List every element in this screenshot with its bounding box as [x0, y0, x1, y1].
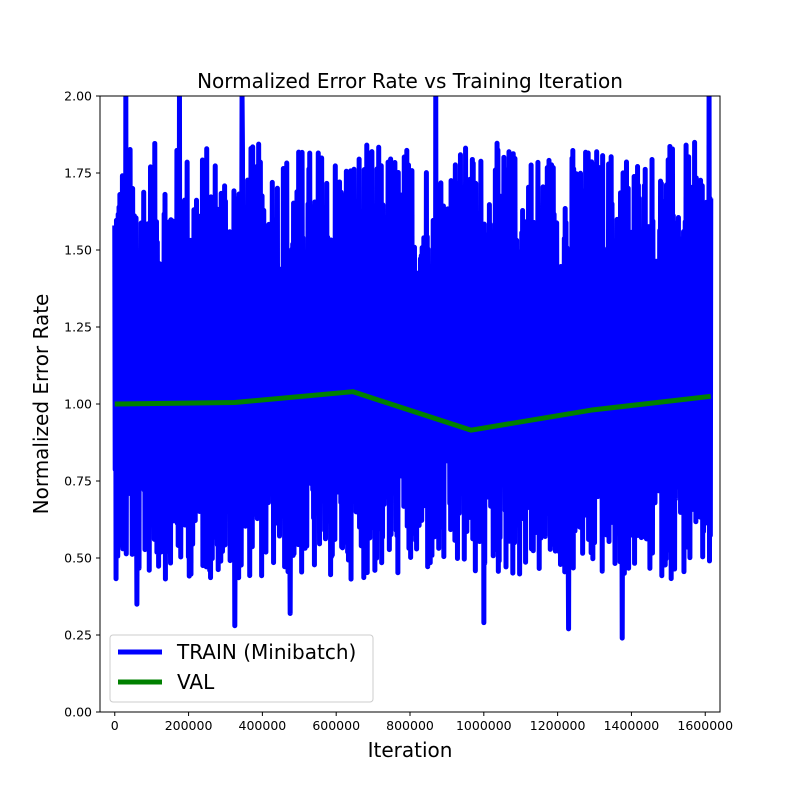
legend-train-label: TRAIN (Minibatch) — [176, 640, 356, 664]
y-axis-label: Normalized Error Rate — [29, 294, 53, 515]
x-tick-label: 400000 — [239, 718, 287, 733]
x-tick-label: 800000 — [386, 718, 434, 733]
train-series — [112, 96, 714, 641]
x-axis-label: Iteration — [368, 738, 453, 762]
y-tick-label: 0.50 — [64, 551, 92, 566]
y-tick-label: 1.75 — [64, 166, 92, 181]
x-tick-label: 600000 — [312, 718, 360, 733]
val-series — [114, 389, 712, 433]
x-tick-label: 0 — [111, 718, 119, 733]
x-tick-label: 1400000 — [604, 718, 660, 733]
plot-area — [99, 95, 721, 713]
val-line — [114, 389, 712, 433]
y-axis: 0.00 0.25 0.50 0.75 1.00 1.25 1.50 1.75 2.00 — [64, 89, 100, 720]
y-tick-label: 0.75 — [64, 474, 92, 489]
y-tick-label: 0.25 — [64, 628, 92, 643]
legend-val-label: VAL — [177, 670, 215, 694]
x-tick-label: 200000 — [165, 718, 213, 733]
y-tick-label: 2.00 — [64, 89, 92, 104]
x-tick-label: 1000000 — [456, 718, 512, 733]
legend: TRAIN (Minibatch) VAL — [109, 634, 374, 703]
train-line — [112, 96, 714, 641]
y-tick-label: 0.00 — [64, 705, 92, 720]
y-tick-label: 1.50 — [64, 243, 92, 258]
x-axis: 0 200000 400000 600000 800000 1000000 1200000 1… — [111, 712, 733, 733]
x-tick-label: 1200000 — [530, 718, 586, 733]
legend-box — [109, 634, 374, 703]
y-tick-label: 1.00 — [64, 397, 92, 412]
chart-title: Normalized Error Rate vs Training Iterat… — [197, 69, 623, 93]
y-tick-label: 1.25 — [64, 320, 92, 335]
x-tick-label: 1600000 — [677, 718, 733, 733]
